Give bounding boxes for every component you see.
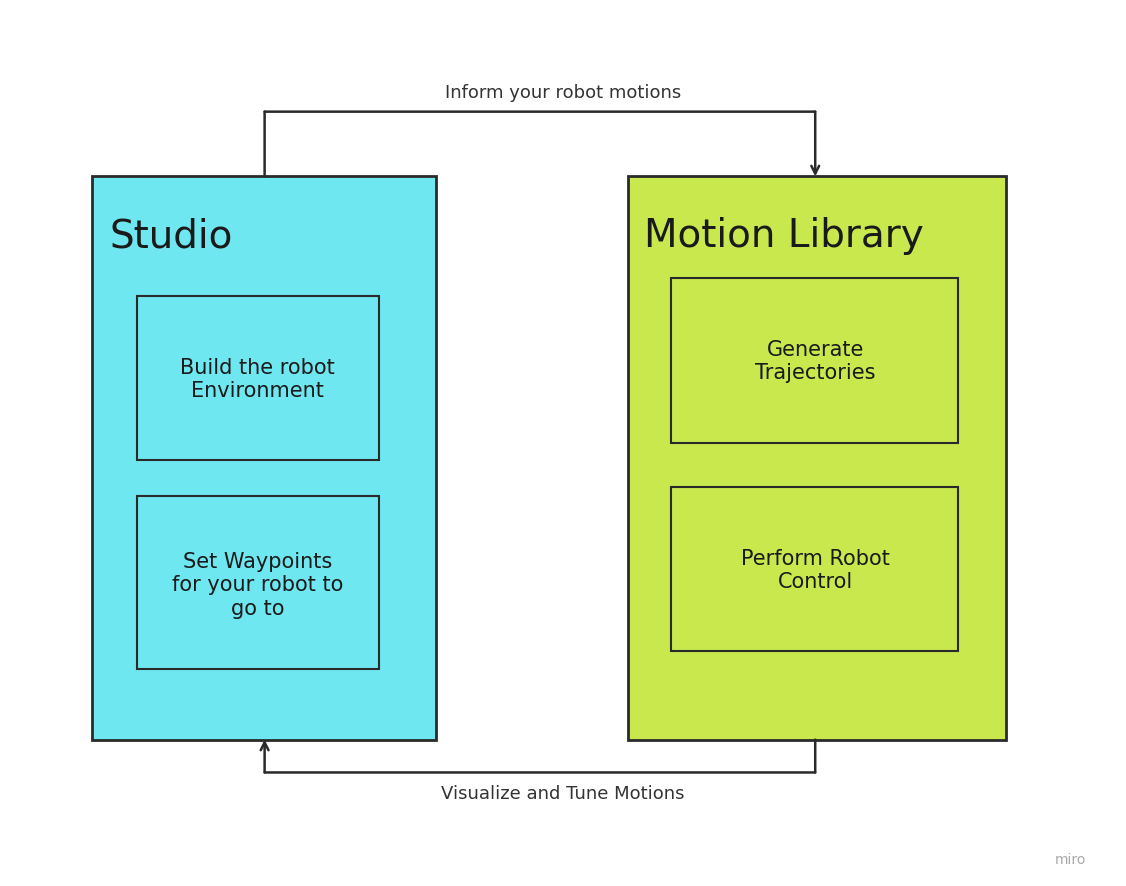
Bar: [137, 297, 379, 461]
Text: Motion Library: Motion Library: [644, 217, 923, 255]
Bar: [671, 279, 958, 443]
Bar: [628, 177, 1006, 740]
Text: Studio: Studio: [109, 217, 233, 255]
Bar: [137, 496, 379, 669]
Text: miro: miro: [1055, 852, 1087, 867]
Text: Perform Robot
Control: Perform Robot Control: [741, 548, 890, 591]
Bar: [671, 487, 958, 651]
Text: Build the robot
Environment: Build the robot Environment: [180, 358, 336, 400]
Text: Inform your robot motions: Inform your robot motions: [445, 84, 681, 102]
Text: Visualize and Tune Motions: Visualize and Tune Motions: [441, 784, 685, 802]
Text: Generate
Trajectories: Generate Trajectories: [754, 340, 876, 383]
Text: Set Waypoints
for your robot to
go to: Set Waypoints for your robot to go to: [172, 552, 343, 618]
Bar: [92, 177, 436, 740]
